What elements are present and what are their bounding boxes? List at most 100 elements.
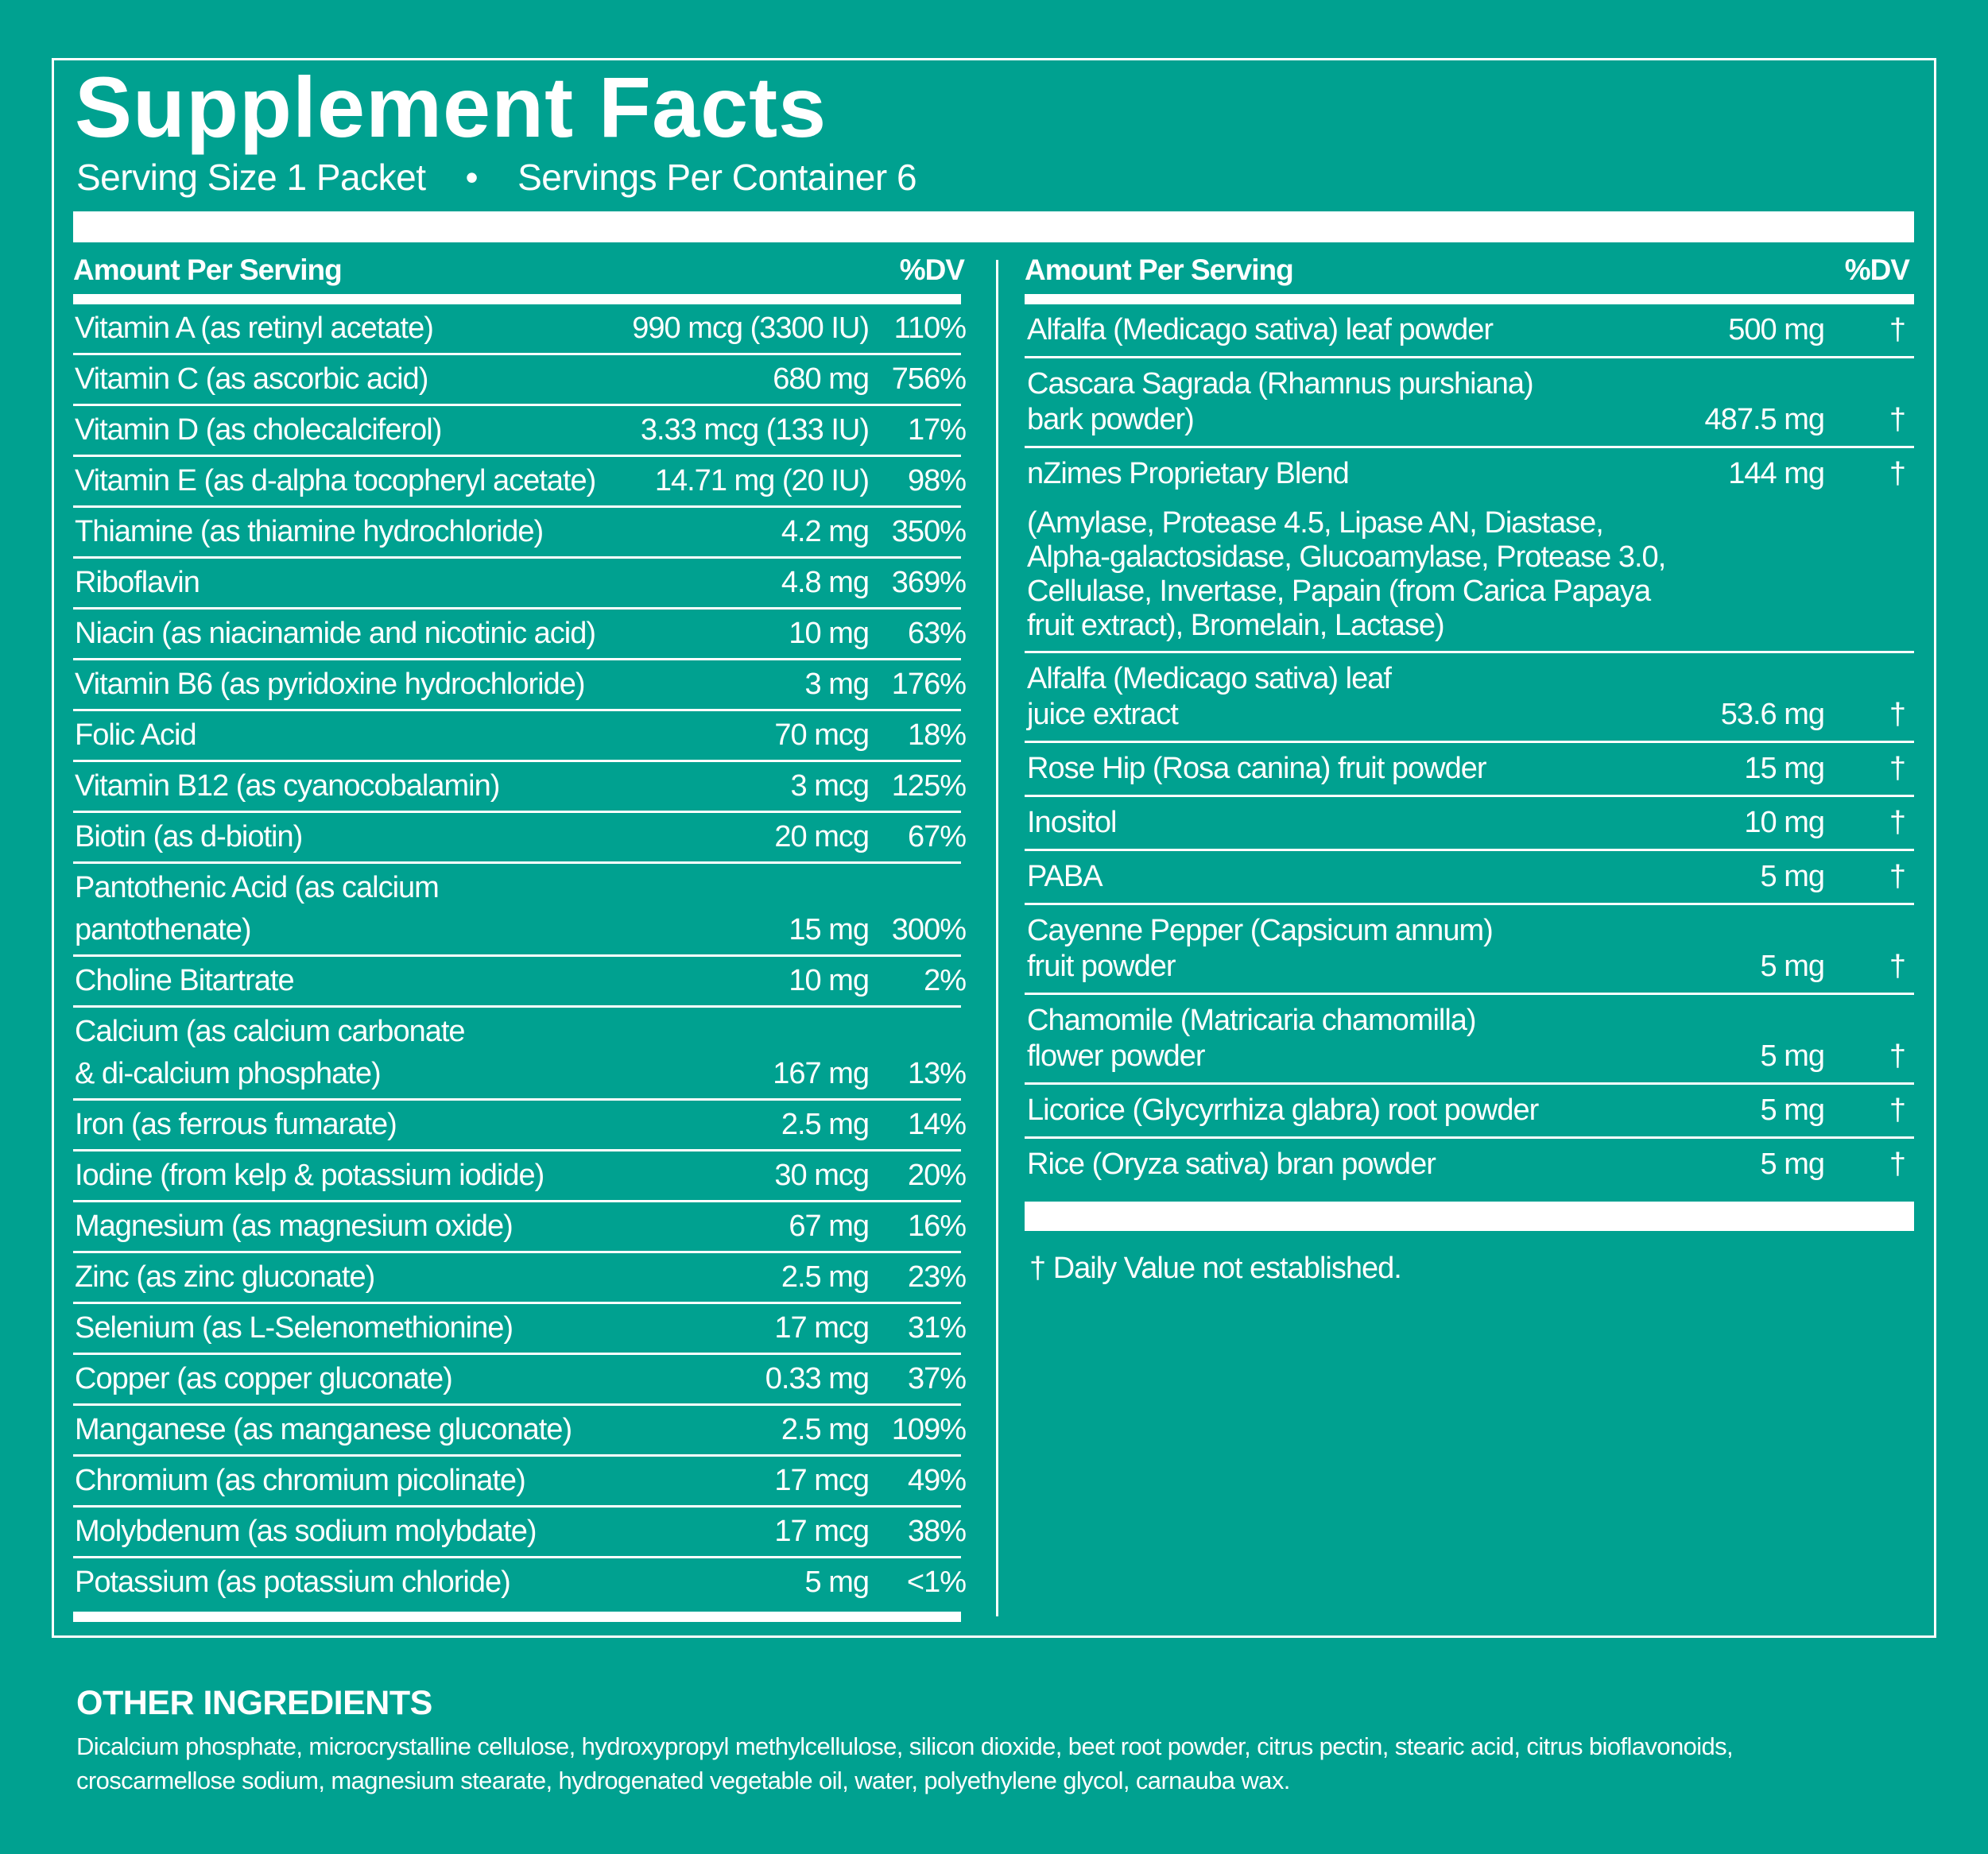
nutrient-dv: 49% bbox=[907, 1464, 967, 1497]
nutrient-dv: 17% bbox=[907, 413, 967, 447]
dv-header: %DV bbox=[1844, 254, 1910, 286]
nutrient-row: Vitamin C (as ascorbic acid) 680 mg 756% bbox=[73, 355, 967, 406]
amount-header: Amount Per Serving bbox=[73, 254, 343, 286]
ingredient-name: Cayenne Pepper (Capsicum annum) fruit po… bbox=[1027, 914, 1494, 983]
nutrient-dv: 67% bbox=[907, 820, 967, 853]
nutrient-name: Chromium (as chromium picolinate) bbox=[75, 1464, 526, 1497]
nutrient-row: Chromium (as chromium picolinate) 17 mcg 4… bbox=[73, 1457, 967, 1508]
nutrient-amount: 4.8 mg bbox=[781, 566, 870, 599]
nutrient-amount: 2.5 mg bbox=[781, 1260, 870, 1294]
ingredient-row: Alfalfa (Medicago sativa) leaf powder 500… bbox=[1025, 304, 1914, 358]
nutrient-amount: 10 mg bbox=[789, 617, 870, 650]
nutrient-name: Biotin (as d-biotin) bbox=[75, 820, 303, 853]
serving-size: Serving Size 1 Packet bbox=[76, 157, 426, 198]
nutrient-amount: 20 mcg bbox=[774, 820, 870, 853]
ingredient-dv: † bbox=[1889, 1039, 1906, 1073]
nutrient-name: Copper (as copper gluconate) bbox=[75, 1362, 453, 1395]
ingredient-name: Licorice (Glycyrrhiza glabra) root powde… bbox=[1027, 1093, 1539, 1127]
column-header: Amount Per Serving %DV bbox=[73, 253, 965, 294]
nutrient-amount: 70 mcg bbox=[774, 718, 870, 752]
nutrient-dv: 350% bbox=[891, 515, 967, 548]
nutrient-name: Vitamin B12 (as cyanocobalamin) bbox=[75, 769, 500, 803]
nutrient-amount: 4.2 mg bbox=[781, 515, 870, 548]
nutrient-row: Folic Acid 70 mcg 18% bbox=[73, 711, 967, 762]
nutrient-row: Copper (as copper gluconate) 0.33 mg 37% bbox=[73, 1355, 967, 1406]
ingredient-row: Rose Hip (Rosa canina) fruit powder 15 mg… bbox=[1025, 743, 1914, 797]
serving-info: Serving Size 1 Packet • Servings Per Con… bbox=[76, 156, 917, 199]
nutrient-name: Calcium (as calcium carbonate & di-calci… bbox=[75, 1015, 466, 1090]
nutrient-name: Manganese (as manganese gluconate) bbox=[75, 1413, 572, 1446]
ingredient-amount: 500 mg bbox=[1728, 313, 1825, 346]
ingredient-amount: 5 mg bbox=[1760, 860, 1825, 893]
nutrient-row: Vitamin D (as cholecalciferol) 3.33 mcg (… bbox=[73, 406, 967, 457]
nutrient-amount: 14.71 mg (20 IU) bbox=[654, 464, 870, 497]
nutrient-name: Niacin (as niacinamide and nicotinic aci… bbox=[75, 617, 596, 650]
nutrient-amount: 167 mg bbox=[773, 1057, 870, 1090]
dv-header: %DV bbox=[899, 254, 965, 286]
nutrient-name: Molybdenum (as sodium molybdate) bbox=[75, 1515, 537, 1548]
nutrient-dv: 31% bbox=[907, 1311, 967, 1345]
nutrient-amount: 680 mg bbox=[773, 362, 870, 396]
ingredient-amount: 144 mg bbox=[1728, 457, 1825, 490]
nutrient-amount: 3 mg bbox=[804, 668, 870, 701]
supplement-facts-panel bbox=[52, 58, 1936, 1638]
nutrient-dv: 63% bbox=[907, 617, 967, 650]
nutrient-row: Biotin (as d-biotin) 20 mcg 67% bbox=[73, 813, 967, 864]
ingredient-amount: 5 mg bbox=[1760, 950, 1825, 983]
nutrient-dv: 756% bbox=[891, 362, 967, 396]
nutrient-dv: 16% bbox=[907, 1210, 967, 1243]
servings-per-container: Servings Per Container 6 bbox=[517, 157, 917, 198]
nutrient-row: Selenium (as L-Selenomethionine) 17 mcg 31… bbox=[73, 1304, 967, 1355]
ingredient-name: nZimes Proprietary Blend bbox=[1027, 457, 1350, 490]
nutrient-row: Molybdenum (as sodium molybdate) 17 mcg 38… bbox=[73, 1508, 967, 1558]
column-divider bbox=[996, 260, 998, 1616]
nutrient-amount: 0.33 mg bbox=[765, 1362, 870, 1395]
header-divider bbox=[73, 294, 961, 304]
ingredient-dv: † bbox=[1889, 806, 1906, 839]
ingredient-name: Alfalfa (Medicago sativa) leaf powder bbox=[1027, 313, 1494, 346]
nutrient-row: Vitamin B12 (as cyanocobalamin) 3 mcg 125% bbox=[73, 762, 967, 813]
nutrient-name: Vitamin B6 (as pyridoxine hydrochloride) bbox=[75, 668, 586, 701]
nutrient-row: Magnesium (as magnesium oxide) 67 mg 16% bbox=[73, 1202, 967, 1253]
nutrient-dv: 20% bbox=[907, 1159, 967, 1192]
nutrient-amount: 3.33 mcg (133 IU) bbox=[640, 413, 870, 447]
ingredient-name: Rose Hip (Rosa canina) fruit powder bbox=[1027, 752, 1487, 785]
ingredient-dv: † bbox=[1889, 860, 1906, 893]
nutrient-name: Vitamin D (as cholecalciferol) bbox=[75, 413, 442, 447]
nutrient-name: Potassium (as potassium chloride) bbox=[75, 1566, 511, 1599]
ingredient-row: Inositol 10 mg † bbox=[1025, 797, 1914, 851]
ingredient-dv: † bbox=[1889, 950, 1906, 983]
nutrient-name: Zinc (as zinc gluconate) bbox=[75, 1260, 375, 1294]
nutrient-amount: 17 mcg bbox=[774, 1311, 870, 1345]
nutrient-row: Choline Bitartrate 10 mg 2% bbox=[73, 957, 967, 1008]
ingredient-row: nZimes Proprietary Blend 144 mg † (Amylase,… bbox=[1025, 448, 1914, 653]
nutrient-row: Thiamine (as thiamine hydrochloride) 4.2 … bbox=[73, 508, 967, 559]
other-ingredients: OTHER INGREDIENTS Dicalcium phosphate, m… bbox=[76, 1683, 1928, 1798]
left-nutrient-column: Amount Per Serving %DV Vitamin A (as ret… bbox=[73, 253, 967, 1622]
nutrient-dv: 98% bbox=[907, 464, 967, 497]
nutrient-dv: 13% bbox=[907, 1057, 967, 1090]
nutrient-dv: 38% bbox=[907, 1515, 967, 1548]
nutrient-name: Magnesium (as magnesium oxide) bbox=[75, 1210, 513, 1243]
other-ingredients-text: Dicalcium phosphate, microcrystalline ce… bbox=[76, 1732, 1734, 1794]
nutrient-amount: 3 mcg bbox=[790, 769, 870, 803]
bullet-separator: • bbox=[465, 157, 479, 198]
ingredient-row: Cascara Sagrada (Rhamnus purshiana) bark… bbox=[1025, 358, 1914, 448]
ingredient-dv: † bbox=[1889, 1148, 1906, 1181]
nutrient-name: Vitamin A (as retinyl acetate) bbox=[75, 312, 434, 345]
ingredient-row: Cayenne Pepper (Capsicum annum) fruit po… bbox=[1025, 905, 1914, 995]
ingredient-name: Chamomile (Matricaria chamomilla) flower… bbox=[1027, 1004, 1477, 1073]
nutrient-row: Iron (as ferrous fumarate) 2.5 mg 14% bbox=[73, 1101, 967, 1151]
bottom-divider bbox=[1025, 1202, 1914, 1231]
ingredient-row: Chamomile (Matricaria chamomilla) flower… bbox=[1025, 995, 1914, 1085]
bottom-divider bbox=[73, 1612, 961, 1622]
nutrient-row: Potassium (as potassium chloride) 5 mg <1% bbox=[73, 1558, 967, 1607]
nutrient-dv: 369% bbox=[891, 566, 967, 599]
nutrient-dv: 14% bbox=[907, 1108, 967, 1141]
nutrient-dv: 18% bbox=[907, 718, 967, 752]
nutrient-dv: 2% bbox=[924, 964, 967, 997]
nutrient-name: Selenium (as L-Selenomethionine) bbox=[75, 1311, 513, 1345]
nutrient-name: Pantothenic Acid (as calcium pantothenat… bbox=[75, 871, 440, 946]
ingredient-amount: 10 mg bbox=[1744, 806, 1825, 839]
nutrient-name: Vitamin C (as ascorbic acid) bbox=[75, 362, 428, 396]
